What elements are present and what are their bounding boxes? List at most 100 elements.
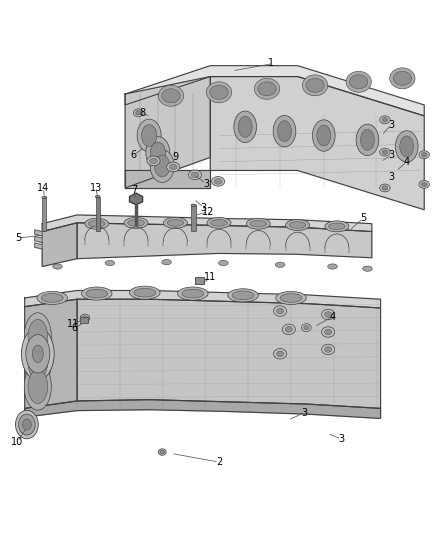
Ellipse shape	[232, 291, 254, 300]
Polygon shape	[35, 236, 42, 243]
Ellipse shape	[150, 150, 174, 182]
Ellipse shape	[277, 351, 284, 357]
Text: 6: 6	[71, 324, 77, 334]
Ellipse shape	[53, 264, 62, 269]
Ellipse shape	[350, 75, 368, 89]
Ellipse shape	[214, 179, 222, 184]
Ellipse shape	[18, 414, 35, 435]
Text: 8: 8	[140, 108, 146, 118]
Text: 11: 11	[204, 272, 216, 282]
Ellipse shape	[283, 324, 295, 335]
Text: 3: 3	[203, 179, 209, 189]
Ellipse shape	[254, 78, 280, 99]
Ellipse shape	[321, 309, 335, 320]
Text: 9: 9	[172, 152, 178, 163]
Text: 12: 12	[202, 207, 214, 217]
Text: 13: 13	[90, 183, 102, 193]
Polygon shape	[35, 243, 42, 249]
Ellipse shape	[167, 220, 184, 226]
Text: 3: 3	[201, 203, 207, 213]
Ellipse shape	[360, 130, 374, 150]
Polygon shape	[25, 290, 381, 308]
Ellipse shape	[246, 218, 270, 229]
Ellipse shape	[28, 319, 48, 353]
Ellipse shape	[158, 449, 166, 455]
Ellipse shape	[286, 220, 310, 230]
Text: 5: 5	[15, 233, 21, 243]
Ellipse shape	[363, 266, 372, 271]
Ellipse shape	[134, 109, 143, 117]
Text: 10: 10	[11, 437, 23, 447]
Polygon shape	[25, 299, 77, 408]
Polygon shape	[77, 299, 381, 408]
Ellipse shape	[258, 82, 276, 96]
Ellipse shape	[273, 116, 296, 147]
Ellipse shape	[166, 162, 180, 172]
Ellipse shape	[219, 261, 228, 265]
Ellipse shape	[274, 306, 287, 316]
Ellipse shape	[136, 111, 141, 115]
Ellipse shape	[382, 118, 388, 122]
Ellipse shape	[163, 217, 187, 228]
Ellipse shape	[28, 369, 48, 403]
Ellipse shape	[274, 349, 287, 359]
Ellipse shape	[304, 326, 309, 330]
Ellipse shape	[128, 220, 145, 226]
Ellipse shape	[86, 289, 108, 298]
Ellipse shape	[228, 289, 258, 302]
Ellipse shape	[134, 288, 155, 297]
Ellipse shape	[141, 125, 157, 147]
Text: 5: 5	[360, 214, 366, 223]
Ellipse shape	[238, 116, 252, 138]
Ellipse shape	[280, 294, 302, 302]
Ellipse shape	[191, 204, 196, 207]
Text: 1: 1	[268, 59, 275, 68]
Ellipse shape	[206, 82, 232, 103]
Text: 3: 3	[338, 434, 344, 444]
Ellipse shape	[210, 85, 228, 99]
Ellipse shape	[400, 136, 414, 157]
Ellipse shape	[306, 78, 324, 92]
Ellipse shape	[419, 181, 429, 188]
Ellipse shape	[276, 262, 285, 268]
Ellipse shape	[321, 344, 335, 354]
Ellipse shape	[24, 313, 51, 360]
Ellipse shape	[41, 294, 63, 302]
Ellipse shape	[80, 314, 90, 322]
Ellipse shape	[393, 71, 412, 85]
Ellipse shape	[277, 308, 284, 314]
Ellipse shape	[325, 346, 332, 352]
Ellipse shape	[396, 131, 418, 162]
Polygon shape	[42, 223, 77, 266]
Polygon shape	[125, 171, 210, 188]
Ellipse shape	[137, 119, 161, 152]
Ellipse shape	[37, 292, 67, 304]
Text: 7: 7	[131, 185, 137, 195]
Ellipse shape	[302, 75, 328, 96]
Ellipse shape	[147, 156, 160, 166]
Ellipse shape	[32, 345, 43, 362]
Ellipse shape	[278, 120, 291, 142]
Ellipse shape	[325, 221, 349, 232]
Ellipse shape	[28, 345, 48, 379]
Ellipse shape	[276, 292, 306, 304]
Ellipse shape	[380, 116, 390, 124]
Ellipse shape	[382, 185, 388, 190]
Ellipse shape	[207, 217, 231, 228]
Ellipse shape	[380, 184, 390, 192]
Ellipse shape	[421, 152, 427, 157]
Ellipse shape	[191, 172, 199, 177]
Ellipse shape	[419, 151, 429, 159]
Text: 3: 3	[301, 408, 307, 418]
Ellipse shape	[317, 125, 331, 146]
Polygon shape	[210, 77, 424, 210]
Text: 3: 3	[389, 150, 395, 160]
Ellipse shape	[22, 419, 31, 430]
Text: 2: 2	[216, 457, 222, 467]
Ellipse shape	[325, 312, 332, 317]
Ellipse shape	[289, 222, 306, 228]
Polygon shape	[130, 193, 143, 205]
Ellipse shape	[24, 363, 51, 410]
FancyBboxPatch shape	[80, 317, 88, 323]
Polygon shape	[77, 223, 372, 259]
